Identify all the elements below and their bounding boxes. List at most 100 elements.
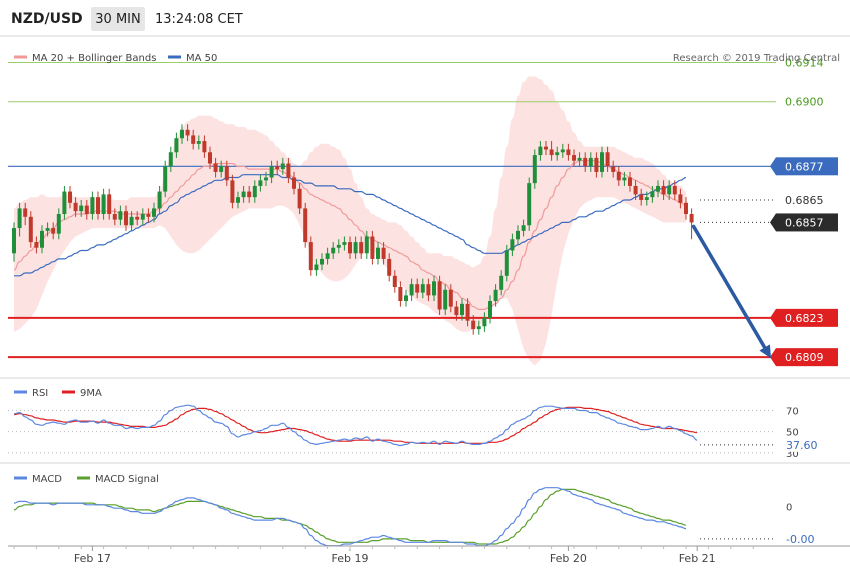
candle [56, 208, 61, 240]
candle [230, 174, 235, 209]
candle-body [174, 138, 179, 153]
candle-body [426, 284, 431, 296]
candle [73, 197, 78, 217]
candle-body [40, 230, 44, 248]
candle-body [219, 166, 224, 172]
candle-body [499, 275, 504, 290]
candle [163, 160, 168, 198]
candle [471, 315, 476, 335]
candle-body [73, 202, 78, 212]
candle-body [448, 289, 453, 307]
symbol-label: NZD/USD [11, 11, 83, 27]
candle-body [342, 242, 347, 245]
candle [454, 301, 459, 321]
candle-body [129, 216, 134, 226]
candle-body [68, 191, 72, 203]
legend-label: MACD Signal [95, 474, 159, 485]
candle-body [420, 284, 425, 293]
bollinger-band-fill [14, 76, 686, 366]
candle-body [482, 317, 487, 327]
candle-body [460, 303, 464, 316]
candle [180, 124, 184, 144]
candle [247, 185, 252, 203]
candle [12, 222, 16, 262]
candle [404, 289, 408, 307]
candle [258, 174, 263, 192]
ma-value-label: 0.6865 [785, 194, 824, 207]
candle [616, 166, 621, 186]
candle-body [639, 194, 644, 200]
candle-body [465, 303, 470, 321]
candle [353, 236, 358, 259]
candle [499, 270, 504, 296]
candle-body [644, 197, 649, 200]
candle [157, 185, 162, 215]
candle-body [34, 242, 39, 248]
candle-body [398, 286, 403, 302]
candle [191, 129, 196, 150]
rsi-current-label: 37.60 [786, 439, 818, 452]
candle-body [689, 214, 694, 223]
candle [504, 244, 509, 282]
candle [510, 233, 515, 257]
candle-body [297, 188, 302, 209]
candle [34, 236, 39, 254]
candle-body [588, 157, 593, 167]
candle-body [415, 284, 420, 293]
header-bar: NZD/USD 30 MIN 13:24:08 CET [11, 7, 243, 31]
candle [236, 191, 240, 209]
candle [174, 132, 179, 158]
candle-body [62, 191, 67, 215]
candle [146, 208, 151, 223]
candle [331, 242, 336, 259]
candle [566, 143, 571, 161]
legend-label: MACD [32, 474, 62, 485]
price-levels: 0.6914 0.6900 0.6877 0.6865 0.6857 0.6823 0.68… [8, 56, 838, 367]
candle-body [146, 214, 151, 217]
candle-body [359, 242, 364, 254]
candle [370, 230, 375, 265]
candle [112, 208, 117, 226]
candle-body [101, 194, 106, 215]
candle-body [152, 208, 156, 217]
candle [387, 253, 392, 282]
support-tag-tip [770, 348, 776, 367]
candle [527, 177, 532, 231]
candle-body [667, 185, 672, 195]
candle-body [650, 191, 655, 198]
candle [376, 242, 380, 265]
candle-body [521, 225, 526, 231]
pivot-label: 0.6877 [785, 160, 824, 173]
forecast-arrow [691, 224, 772, 359]
candle-body [247, 191, 252, 198]
candle-body [280, 163, 285, 170]
candle [538, 141, 543, 161]
candle [398, 281, 403, 307]
candle-body [107, 194, 112, 215]
candle-body [135, 216, 140, 220]
candle-body [258, 180, 263, 186]
candle [476, 320, 481, 335]
candle-body [432, 281, 436, 296]
legend-label: 9MA [80, 388, 102, 399]
interval-button[interactable] [91, 7, 145, 31]
candle [482, 312, 487, 332]
candle-body [112, 214, 117, 220]
candle [241, 185, 246, 203]
rsi-tick-label: 50 [786, 428, 799, 439]
candle [594, 152, 599, 178]
candle [342, 236, 347, 251]
candle-body [241, 191, 246, 198]
candle-body [672, 185, 677, 195]
candle-body [488, 301, 492, 318]
candle [336, 239, 341, 254]
candle-body [325, 253, 330, 259]
candle [45, 222, 50, 237]
legend-label: MA 50 [186, 53, 217, 64]
candle [118, 205, 123, 226]
credit-label: Research © 2019 Trading Central [673, 53, 840, 64]
candle [549, 141, 554, 161]
pivot-tag-tip [770, 157, 776, 176]
